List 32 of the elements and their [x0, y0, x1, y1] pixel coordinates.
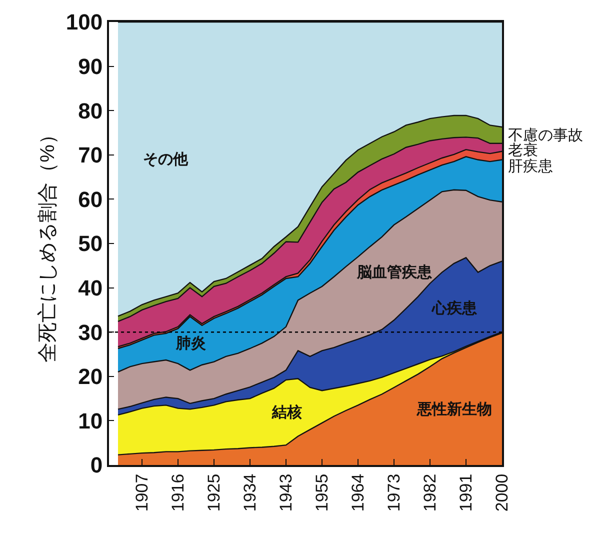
x-tick-label: 1916 [168, 474, 188, 512]
y-tick-label: 100 [66, 10, 103, 35]
y-tick-label: 50 [78, 231, 103, 256]
y-tick-label: 0 [90, 452, 103, 478]
y-tick-label: 90 [78, 54, 103, 79]
x-tick-label: 1964 [348, 474, 368, 512]
series-label: 脳血管疾患 [356, 264, 433, 281]
y-tick-label: 30 [78, 320, 103, 345]
y-tick-label: 20 [78, 364, 103, 390]
y-tick-label: 40 [78, 276, 103, 300]
series-label: 老衰 [508, 142, 538, 159]
x-tick-label: 1991 [456, 474, 476, 512]
x-tick-label: 1907 [132, 474, 152, 512]
y-tick-label: 10 [78, 408, 103, 434]
y-tick-label: 60 [78, 186, 103, 212]
series-label: 肝疾患 [508, 158, 553, 175]
series-label: 悪性新生物 [416, 400, 492, 418]
x-tick-label: 1982 [420, 474, 440, 512]
series-label: 肺炎 [175, 335, 206, 352]
y-axis-title: 全死亡にしめる割合（%） [36, 124, 59, 362]
x-tick-label: 1925 [204, 474, 224, 512]
x-tick-label: 1973 [384, 474, 404, 512]
series-label: その他 [143, 151, 189, 168]
x-tick-label: 1934 [240, 474, 260, 512]
y-tick-label: 70 [78, 142, 103, 168]
y-tick-label: 80 [78, 98, 103, 124]
series-label: 結核 [271, 404, 302, 421]
x-tick-label: 1943 [276, 474, 296, 512]
series-label: 心疾患 [431, 299, 478, 317]
series-label: 不慮の事故 [508, 127, 583, 144]
x-tick-label: 1955 [312, 474, 332, 512]
x-tick-label: 2000 [492, 474, 512, 512]
